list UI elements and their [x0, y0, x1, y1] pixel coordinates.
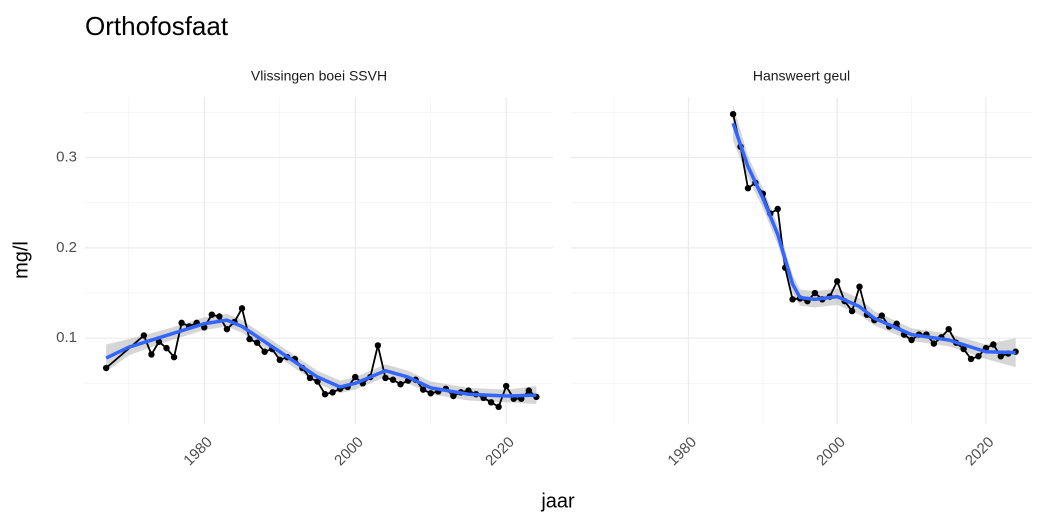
data-point: [997, 353, 1004, 360]
data-point: [170, 353, 178, 361]
data-point: [450, 392, 457, 400]
data-point: [329, 389, 336, 396]
x-tick-label: 2020: [482, 434, 518, 470]
data-point: [261, 348, 268, 355]
y-tick-label: 0.2: [56, 239, 77, 256]
data-point: [397, 381, 404, 388]
y-tick-label: 0.3: [56, 148, 77, 165]
data-point: [487, 399, 495, 406]
x-tick-label: 2000: [331, 434, 367, 470]
data-point: [102, 364, 110, 372]
data-point: [382, 374, 389, 382]
data-point: [140, 332, 148, 339]
data-line: [105, 305, 537, 409]
confidence-ribbon: [106, 313, 537, 405]
data-point: [246, 335, 253, 343]
data-point: [525, 387, 533, 394]
data-point: [990, 341, 997, 348]
data-point: [148, 351, 155, 358]
data-point: [967, 355, 975, 363]
data-point: [729, 110, 737, 118]
data-point: [930, 340, 938, 347]
data-point: [208, 311, 216, 318]
y-axis-label: mg/l: [10, 241, 32, 279]
data-point: [374, 342, 382, 349]
smooth-line: [105, 318, 537, 398]
data-point: [314, 378, 321, 385]
data-point: [744, 185, 752, 192]
smooth-line: [731, 122, 1016, 355]
data-point: [893, 320, 900, 327]
x-axis-label: jaar: [540, 490, 575, 512]
data-point: [216, 313, 223, 320]
confidence-ribbon: [733, 105, 1016, 368]
data-point: [276, 356, 283, 364]
data-point: [503, 382, 510, 390]
data-point: [163, 344, 170, 352]
data-point: [774, 205, 781, 213]
y-tick-label: 0.1: [56, 329, 77, 346]
data-point: [223, 325, 231, 333]
x-tick-label: 2000: [813, 434, 849, 470]
data-point: [155, 338, 163, 345]
data-point: [789, 296, 796, 303]
data-point: [419, 386, 427, 393]
data-point: [427, 390, 434, 397]
chart-title: Orthofosfaat: [85, 11, 229, 41]
data-point: [833, 278, 841, 285]
data-point: [238, 305, 246, 312]
data-point: [178, 319, 185, 327]
data-point: [306, 374, 314, 382]
data-point: [975, 353, 982, 360]
data-point: [848, 307, 856, 315]
data-point: [321, 390, 329, 398]
strip-title: Vlissingen boei SSVH: [251, 68, 387, 84]
data-point: [495, 403, 502, 411]
x-tick-label: 1980: [180, 434, 216, 470]
data-point: [389, 376, 397, 383]
x-tick-label: 2020: [962, 434, 998, 470]
data-point: [945, 325, 952, 333]
data-point: [908, 336, 915, 344]
data-point: [352, 373, 359, 381]
data-point: [856, 283, 863, 290]
strip-title: Hansweert geul: [753, 68, 850, 84]
data-point: [253, 339, 261, 346]
data-point: [960, 345, 967, 353]
data-point: [878, 312, 886, 319]
data-point: [811, 289, 819, 297]
x-tick-label: 1980: [664, 434, 700, 470]
